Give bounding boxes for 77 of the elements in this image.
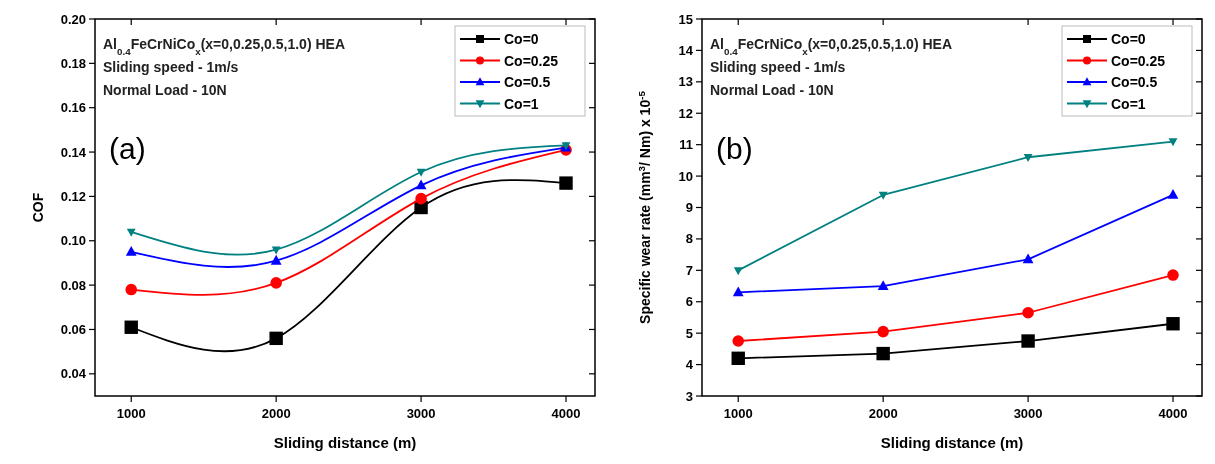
y-tick-label: 0.06 [60, 321, 86, 337]
x-tick-label: 3000 [406, 406, 436, 421]
point [415, 179, 427, 190]
x-tick-label: 1000 [723, 406, 753, 421]
y-tick-label: 10 [678, 168, 693, 184]
y-tick-label: 8 [685, 231, 693, 247]
y-tick-label: 11 [679, 137, 693, 153]
x-tick-label: 2000 [868, 406, 898, 421]
y-tick-label: 0.10 [60, 233, 86, 249]
legend-label: Co=0 [1111, 31, 1146, 47]
y-tick-label: 3 [685, 388, 693, 404]
point [125, 245, 137, 256]
y-tick-label: 5 [685, 325, 693, 341]
point [124, 320, 138, 334]
y-axis-title: COF [30, 192, 46, 223]
point [559, 176, 573, 190]
point [1166, 317, 1180, 331]
y-tick-label: 12 [678, 105, 693, 121]
x-tick-label: 3000 [1013, 406, 1043, 421]
y-tick-label: 9 [685, 200, 693, 215]
point [416, 168, 426, 177]
point [1167, 269, 1179, 281]
x-axis-title: Sliding distance (m) [273, 434, 417, 451]
y-tick-label: 0.16 [60, 100, 86, 116]
point [270, 254, 282, 265]
point [733, 267, 743, 276]
annotation: (b) [716, 132, 753, 165]
point [269, 331, 283, 346]
point [270, 277, 282, 289]
point [732, 335, 745, 347]
point [125, 283, 138, 296]
legend-label: Co=0.5 [504, 74, 551, 90]
point [1023, 154, 1033, 163]
y-tick-label: 6 [685, 294, 693, 310]
annotation: Normal Load - 10N [710, 82, 834, 98]
point [1022, 306, 1034, 319]
point [878, 191, 888, 200]
point [876, 346, 890, 361]
point [1021, 334, 1035, 348]
y-tick-label: 0.18 [60, 55, 86, 71]
y-tick-label: 0.20 [60, 11, 86, 27]
legend-label: Co=0 [504, 31, 539, 47]
annotation: Sliding speed - 1m/s [710, 59, 846, 75]
y-tick-label: 14 [678, 42, 694, 58]
point [126, 228, 136, 237]
y-tick-label: 0.04 [60, 366, 87, 382]
point [271, 246, 281, 255]
legend-label: Co=0.25 [504, 52, 559, 69]
point [1022, 253, 1034, 264]
annotation: Al$_{0.4}$FeCrNiCo$_{x}$(x=0,0.25,0.5,1.0) HEA [710, 36, 953, 57]
annotation: Sliding speed - 1m/s [103, 59, 239, 75]
x-tick-label: 1000 [116, 406, 146, 421]
annotation: (a) [109, 132, 146, 165]
y-tick-label: 0.08 [60, 277, 86, 293]
x-tick-label: 4000 [551, 406, 581, 421]
x-axis-title: Sliding distance (m) [880, 434, 1024, 451]
point [877, 325, 889, 338]
y-tick-label: 0.14 [60, 144, 87, 160]
annotation: Al$_{0.4}$FeCrNiCo$_{x}$(x=0,0.25,0.5,1.0) HEA [103, 36, 346, 57]
legend-label: Co=1 [1111, 95, 1146, 112]
x-tick-label: 4000 [1158, 406, 1188, 421]
legend-label: Co=0.25 [1111, 52, 1166, 69]
legend-label: Co=1 [504, 95, 539, 112]
y-tick-label: 15 [678, 11, 693, 27]
point [731, 351, 745, 365]
annotation: Normal Load - 10N [103, 82, 227, 98]
x-tick-label: 2000 [261, 406, 291, 421]
point [1167, 189, 1179, 199]
y-tick-label: 0.12 [60, 188, 86, 204]
y-tick-label: 4 [685, 357, 694, 373]
y-tick-label: 13 [678, 74, 693, 90]
y-tick-label: 7 [685, 262, 693, 278]
point [1168, 138, 1178, 147]
legend-label: Co=0.5 [1111, 74, 1158, 90]
point [415, 192, 427, 205]
point [877, 280, 889, 290]
point [732, 286, 744, 297]
